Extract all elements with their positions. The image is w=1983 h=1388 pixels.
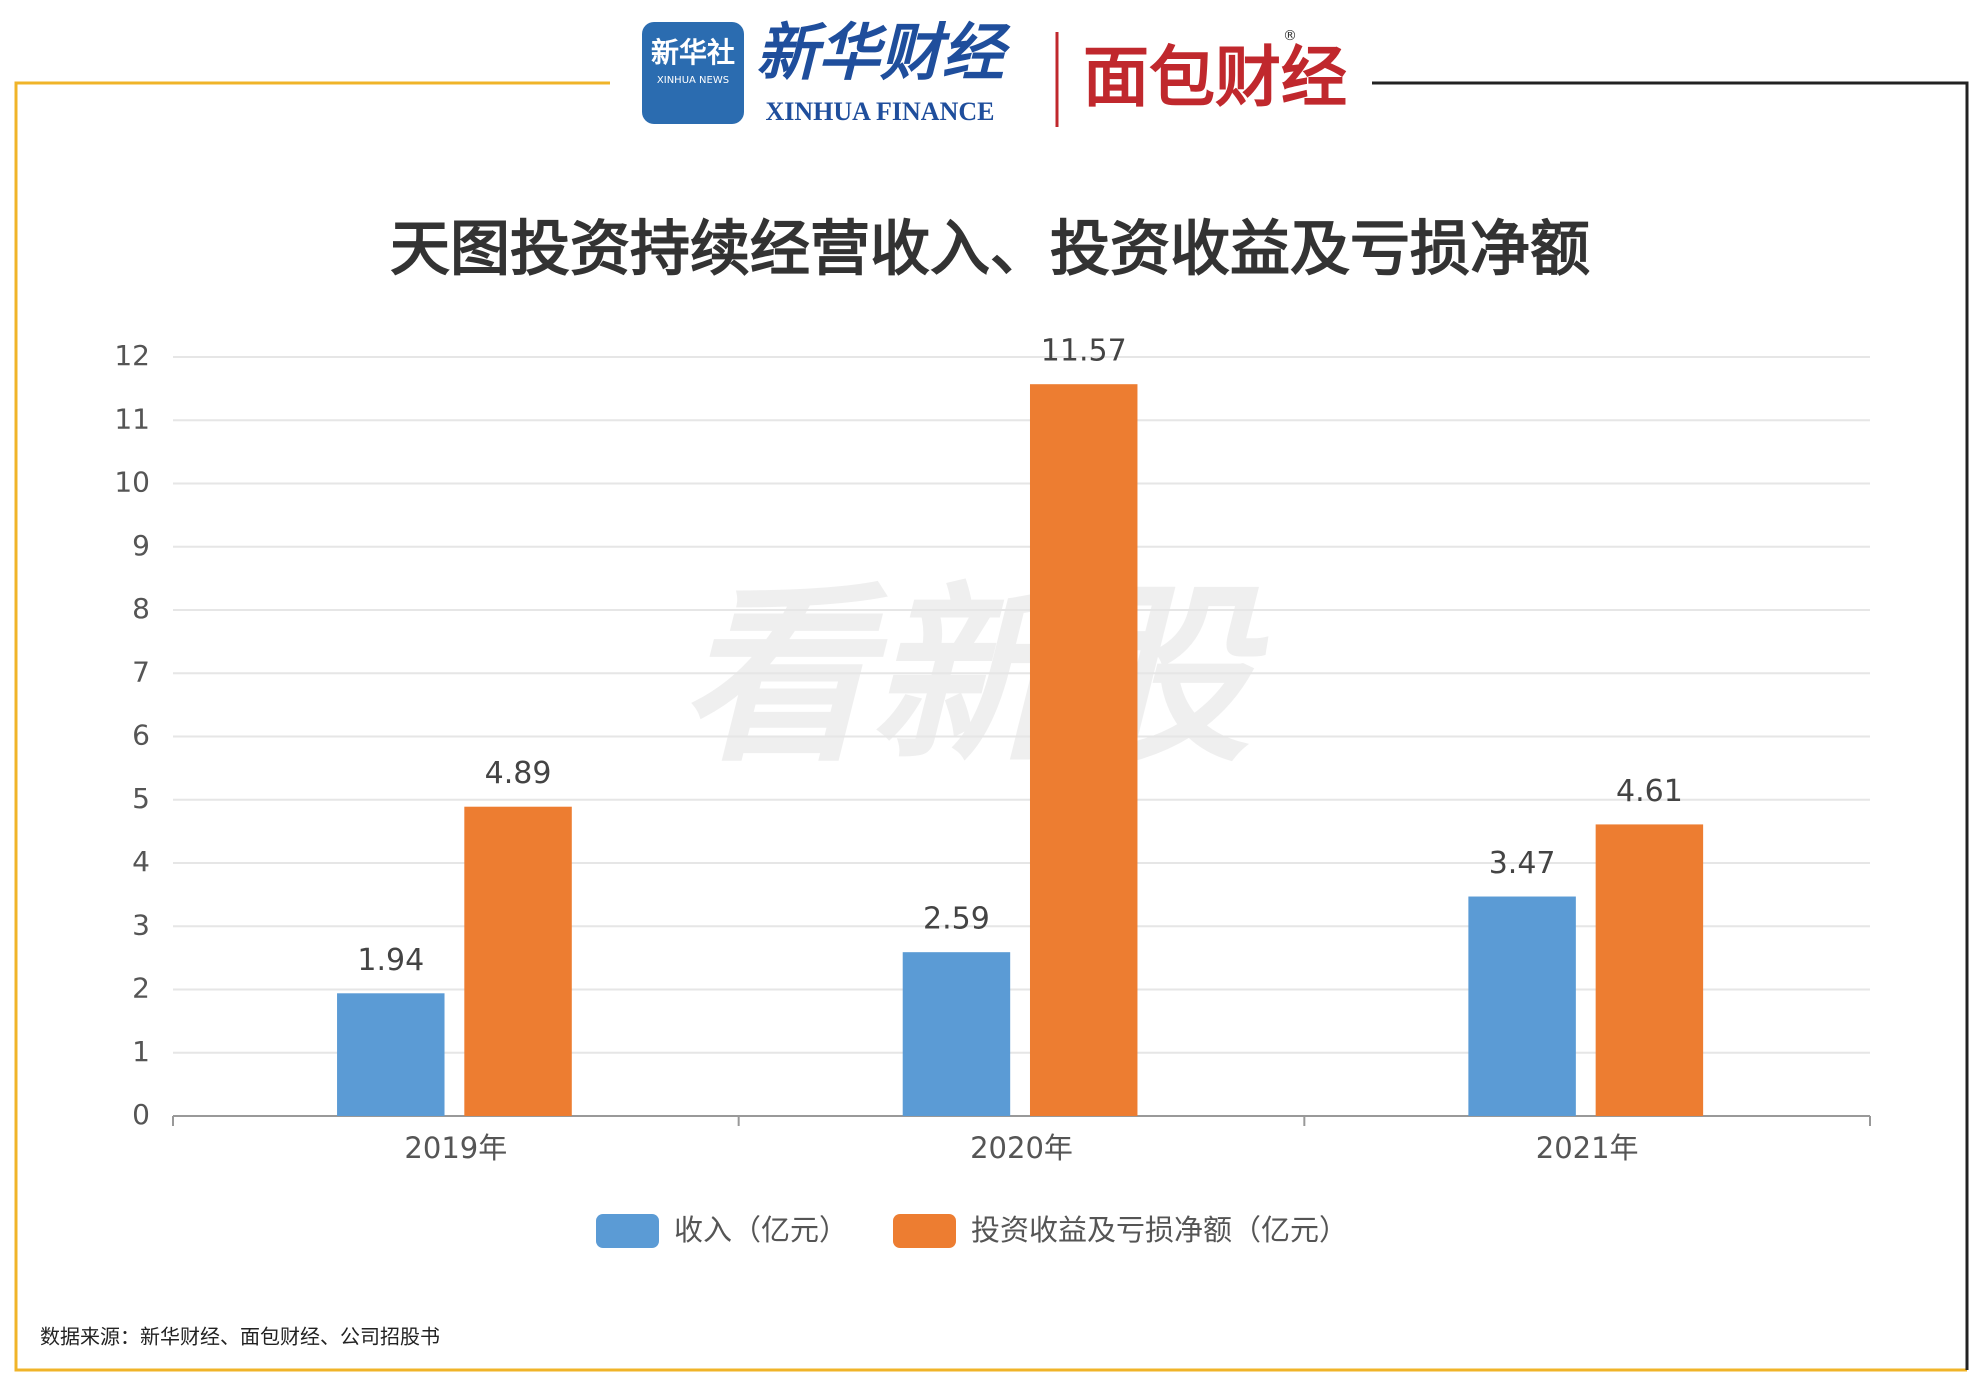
legend-swatch [893,1214,956,1248]
frame-black [1372,81,1969,1370]
x-tick-label: 2019年 [404,1131,507,1165]
bar [1595,824,1704,1116]
y-tick-label: 2 [132,972,150,1005]
y-tick-label: 1 [132,1035,150,1068]
y-tick-label: 12 [114,339,150,372]
logo-text: 新华社 [651,36,735,69]
logo-box [642,22,744,124]
data-label: 11.57 [1041,334,1127,369]
data-label: 4.61 [1616,774,1683,809]
legend-label: 收入（亿元） [674,1213,848,1247]
y-tick-label: 11 [114,402,150,435]
bar [1029,384,1138,1116]
y-tick-label: 7 [132,655,150,688]
watermark: 看新股 [680,566,1269,787]
data-label: 4.89 [485,756,552,791]
legend-label: 投资收益及亏损净额（亿元） [971,1213,1348,1247]
bar [464,806,572,1116]
logo-text: 新华财经 [756,20,1011,88]
bar [902,952,1011,1116]
y-tick-label: 0 [132,1098,150,1131]
y-tick-label: 10 [114,466,150,499]
data-label: 2.59 [923,902,990,937]
x-tick-label: 2021年 [1536,1131,1639,1165]
y-tick-label: 3 [132,908,150,941]
frame-orange [14,81,1967,1372]
y-tick-label: 9 [132,529,150,562]
data-label: 3.47 [1489,846,1556,881]
y-tick-label: 8 [132,592,150,625]
y-tick-label: 6 [132,719,150,752]
data-label: 1.94 [357,943,424,978]
chart-title: 天图投资持续经营收入、投资收益及亏损净额 [390,215,1590,285]
y-tick-label: 4 [132,845,150,878]
registered-mark: ® [1283,28,1297,44]
x-tick-label: 2020年 [970,1131,1073,1165]
legend-swatch [596,1214,659,1248]
bar [337,993,445,1116]
logo-sub: XINHUA FINANCE [766,97,995,126]
bar [1468,896,1576,1116]
y-tick-label: 5 [132,782,150,815]
logo-text: 面包财经 [1083,39,1347,116]
source-note: 数据来源：新华财经、面包财经、公司招股书 [40,1325,440,1349]
logo-sub: XINHUA NEWS [657,75,729,86]
